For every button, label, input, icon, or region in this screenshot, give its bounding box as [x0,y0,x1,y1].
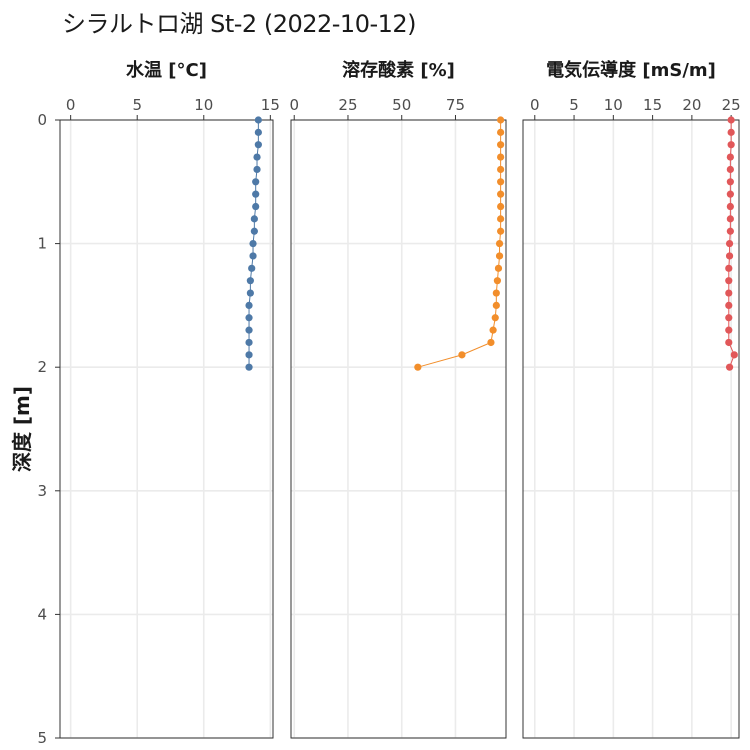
data-point [492,301,500,309]
x-tick-label: 25 [338,96,357,114]
x-tick-label: 0 [289,96,299,114]
data-point [495,240,504,248]
panel-title: 電気伝導度 [mS/m] [546,59,716,81]
x-tick-label: 10 [604,96,623,114]
data-point [497,128,505,136]
data-point [726,153,734,161]
data-point [725,252,734,260]
data-point [497,202,505,211]
x-tick-label: 10 [194,96,213,114]
data-point [726,227,734,235]
data-point [492,289,500,297]
x-tick-label: 15 [643,96,662,114]
data-point [494,264,503,272]
data-point [254,141,262,149]
data-point [245,338,253,347]
data-point [250,215,258,223]
data-point [725,338,733,347]
x-tick-label: 5 [132,96,142,114]
y-tick-label: 3 [37,482,47,500]
y-tick-label: 0 [37,111,47,129]
panel-title: 水温 [°C] [126,59,207,81]
data-point [458,351,466,359]
y-axis-title: 深度 [m] [10,386,34,472]
x-tick-label: 75 [446,96,465,114]
data-point [497,190,505,198]
data-point [726,165,734,174]
data-point [252,178,260,186]
x-tick-label: 50 [392,96,411,114]
data-point [495,252,504,260]
data-point [730,351,738,359]
y-tick-label: 5 [37,729,47,747]
data-point [245,314,253,322]
data-point [248,264,256,272]
data-point [727,116,735,124]
y-tick-label: 1 [37,235,47,253]
data-point [727,128,735,136]
x-tick-label: 0 [530,96,540,114]
x-tick-label: 0 [66,96,76,114]
data-point [497,141,505,149]
data-point [497,116,505,124]
y-tick-label: 2 [37,358,47,376]
data-point [725,240,734,248]
data-point [252,202,260,211]
data-point [491,314,499,322]
data-point [727,141,735,149]
data-point [254,128,262,136]
data-point [249,240,257,248]
data-point [250,227,258,235]
data-point [254,116,262,124]
data-point [414,363,422,371]
x-tick-label: 20 [682,96,701,114]
y-tick-label: 4 [37,605,47,623]
data-point [493,277,501,285]
data-point [252,190,260,198]
x-tick-label: 15 [261,96,280,114]
data-point [725,326,733,334]
data-point [245,363,253,371]
figure-title: シラルトロ湖 St-2 (2022-10-12) [62,10,417,38]
data-point [726,190,734,198]
data-point [245,351,253,359]
x-tick-label: 25 [722,96,741,114]
data-point [245,301,253,309]
data-point [487,338,495,347]
x-tick-label: 5 [569,96,579,114]
data-point [726,178,734,186]
data-point [726,202,734,211]
panel-border [290,119,507,739]
data-point [489,326,497,334]
data-point [726,215,734,223]
data-point [725,301,733,309]
data-point [497,153,505,161]
data-point [249,252,257,260]
data-point [253,153,261,161]
data-point [497,215,505,223]
data-point [497,165,505,174]
data-point [246,289,254,297]
data-point [245,326,253,334]
data-point [725,363,734,371]
data-point [725,289,733,297]
data-point [253,165,261,174]
panel-title: 溶存酸素 [%] [342,59,455,81]
data-point [497,178,505,186]
data-point [725,277,733,285]
data-point [725,264,733,272]
panel-border [59,119,274,739]
data-point [246,277,254,285]
panel-border [522,119,740,739]
data-point [725,314,733,322]
data-point [497,227,505,235]
